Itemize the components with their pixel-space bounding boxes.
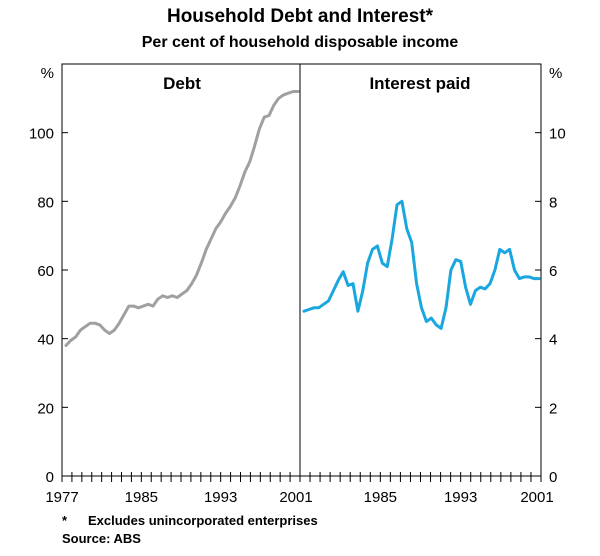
y-tick-label-left: 60 xyxy=(37,263,54,280)
y-tick-label-left: 20 xyxy=(37,400,54,417)
x-tick-label: 2001 xyxy=(279,489,312,506)
y-tick-label-right: 0 xyxy=(549,469,557,486)
x-tick-label: 1993 xyxy=(204,489,237,506)
label-layer: 0 20 40 60 80 100 0 2 4 6 8 10% % 1977 1985 1993 2001 Deb… xyxy=(29,65,566,506)
x-tick-label: 2001 xyxy=(520,489,553,506)
y-tick-label-left: 100 xyxy=(29,126,54,143)
y-tick-label-right: 10 xyxy=(549,126,566,143)
chart-subtitle: Per cent of household disposable income xyxy=(141,34,459,51)
plot-frame xyxy=(61,63,542,477)
debt-series-line xyxy=(64,90,300,347)
notes: * Excludes unincorporated enterprises Sou… xyxy=(62,512,318,548)
x-tick-label: 1985 xyxy=(364,489,397,506)
y-tick-label-left: 80 xyxy=(37,194,54,211)
axes xyxy=(61,132,542,482)
x-tick-label: 1977 xyxy=(45,489,78,506)
unit-label-left: % xyxy=(41,65,54,82)
y-tick-label-right: 8 xyxy=(549,194,557,211)
x-tick-label: 1993 xyxy=(444,489,477,506)
series-layer xyxy=(64,90,541,347)
y-tick-label-right: 2 xyxy=(549,400,557,417)
x-tick-label: 1985 xyxy=(125,489,158,506)
y-tick-label-left: 0 xyxy=(46,469,54,486)
unit-label-right: % xyxy=(549,65,562,82)
chart-title: Household Debt and Interest* xyxy=(166,6,434,27)
footnote-marker: * xyxy=(62,513,68,528)
y-tick-label-right: 4 xyxy=(549,332,557,349)
source-note: Source: ABS xyxy=(62,531,141,546)
panel-label: Debt xyxy=(163,74,201,93)
interest-series-line xyxy=(302,199,541,330)
plot-border xyxy=(61,63,542,477)
footnote-text: Excludes unincorporated enterprises xyxy=(88,513,318,528)
y-tick-label-right: 6 xyxy=(549,263,557,280)
footnote-row: * Excludes unincorporated enterprises xyxy=(62,512,318,530)
y-tick-label-left: 40 xyxy=(37,332,54,349)
panel-label: Interest paid xyxy=(369,74,470,93)
